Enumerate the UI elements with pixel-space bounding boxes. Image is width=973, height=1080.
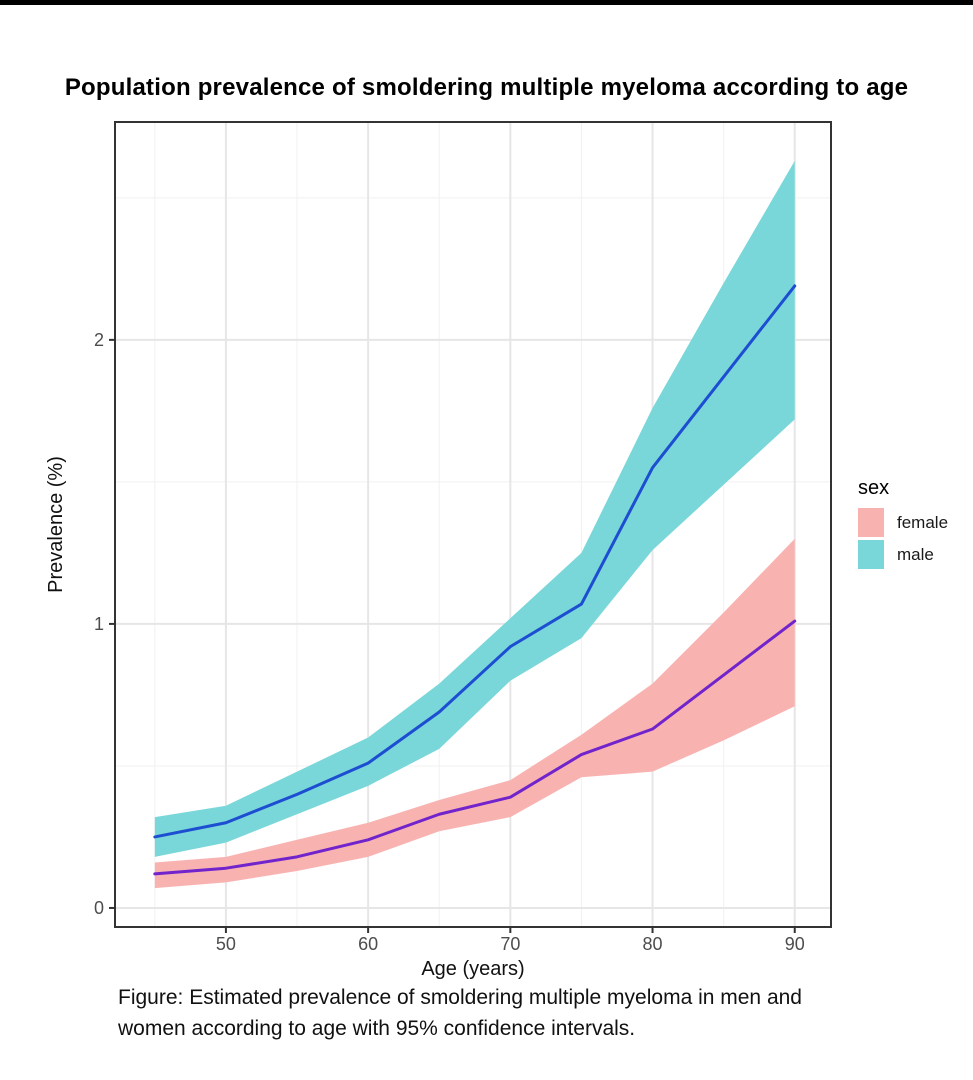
y-tick-label: 1 — [94, 614, 104, 634]
figure-caption: Figure: Estimated prevalence of smolderi… — [118, 982, 918, 1044]
chart-title: Population prevalence of smoldering mult… — [64, 74, 909, 101]
male-color-swatch — [858, 540, 884, 569]
x-tick-label: 50 — [216, 934, 236, 954]
female-ci-ribbon — [154, 538, 795, 889]
caption-line-2: women according to age with 95% confiden… — [118, 1017, 636, 1040]
female-prevalence-line — [153, 619, 797, 876]
legend-label-male: male — [897, 544, 934, 564]
legend-label-female: female — [897, 512, 949, 532]
y-tick-label: 2 — [94, 330, 104, 350]
y-axis-title: Prevalence (%) — [45, 456, 67, 593]
x-tick-label: 70 — [500, 934, 520, 954]
legend-title: sex — [858, 477, 890, 499]
y-tick-label: 0 — [94, 898, 104, 918]
caption-line-1: Figure: Estimated prevalence of smolderi… — [118, 986, 802, 1009]
x-axis-title: Age (years) — [421, 958, 524, 980]
female-color-swatch — [858, 508, 884, 537]
male-ci-ribbon — [154, 160, 795, 857]
top-border — [0, 0, 973, 5]
legend: sex female male — [858, 477, 948, 569]
panel-border — [114, 121, 832, 928]
x-tick-label: 90 — [785, 934, 805, 954]
legend-item-male: male — [858, 540, 948, 569]
x-tick-label: 80 — [643, 934, 663, 954]
x-tick-label: 60 — [358, 934, 378, 954]
legend-item-female: female — [858, 508, 948, 537]
male-prevalence-line — [153, 284, 797, 839]
